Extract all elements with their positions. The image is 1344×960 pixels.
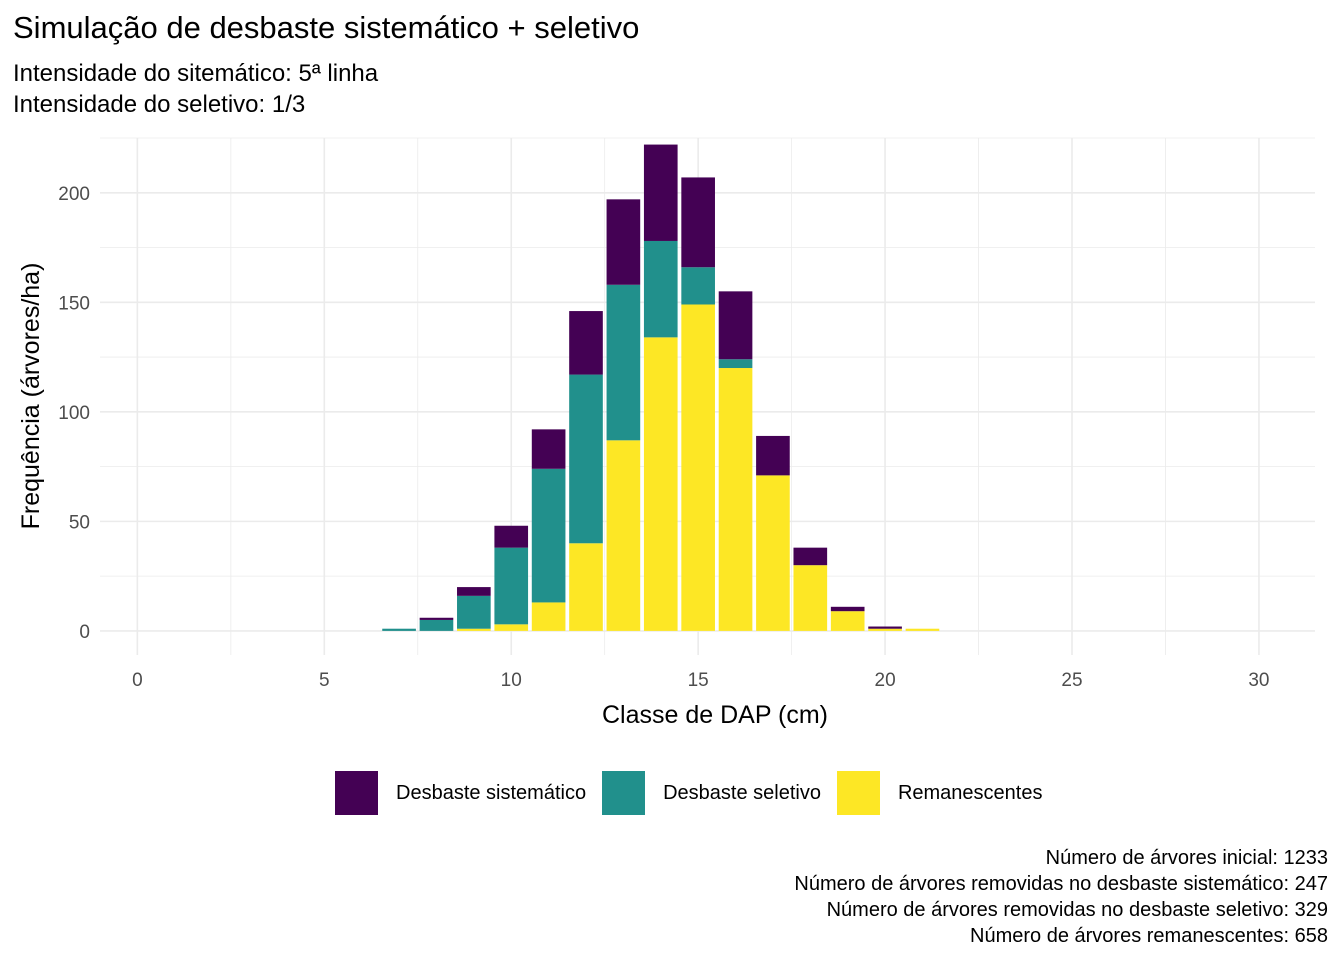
x-tick-label-0: 0 (132, 670, 143, 691)
bar-desbaste-sistematico-17 (756, 435, 790, 476)
x-tick-label-30: 30 (1248, 670, 1269, 691)
bar-desbaste-sistematico-13 (606, 199, 641, 285)
caption-selective-removed: Número de árvores removidas no desbaste … (826, 899, 1328, 921)
legend: Desbaste sistemático Desbaste seletivo R… (335, 771, 1058, 815)
caption: Número de árvores inicial: 1233 Número d… (794, 845, 1328, 949)
bar-desbaste-sistematico-12 (569, 311, 603, 375)
bars (382, 144, 940, 631)
bar-desbaste-sistematico-19 (830, 606, 865, 612)
bar-desbaste-seletivo-7 (382, 628, 416, 631)
bar-desbaste-seletivo-13 (606, 284, 641, 441)
legend-key-remaining (836, 771, 880, 815)
y-tick-label-150: 150 (58, 293, 90, 314)
chart-subtitle-selective: Intensidade do seletivo: 1/3 (13, 91, 306, 118)
legend-item-selective: Desbaste seletivo (602, 771, 837, 815)
caption-systematic-removed: Número de árvores removidas no desbaste … (794, 873, 1328, 895)
bar-desbaste-seletivo-15 (681, 267, 715, 305)
caption-remaining-trees: Número de árvores remanescentes: 658 (970, 925, 1328, 947)
bar-remanescentes-11 (531, 602, 566, 631)
bar-desbaste-sistematico-18 (793, 547, 828, 566)
bar-desbaste-seletivo-9 (457, 595, 491, 629)
bar-desbaste-seletivo-11 (531, 468, 566, 603)
bar-remanescentes-13 (606, 440, 641, 631)
y-axis-title: Frequência (árvores/ha) (17, 263, 45, 530)
chart-title: Simulação de desbaste sistemático + sele… (13, 10, 640, 45)
bar-desbaste-sistematico-16 (718, 291, 753, 360)
bar-desbaste-seletivo-12 (569, 374, 603, 544)
bar-remanescentes-14 (643, 337, 678, 631)
x-tick-label-15: 15 (688, 670, 709, 691)
bar-desbaste-sistematico-14 (643, 144, 678, 241)
y-tick-label-100: 100 (58, 403, 90, 424)
bar-remanescentes-10 (494, 624, 529, 631)
bar-desbaste-seletivo-10 (494, 547, 529, 625)
bar-desbaste-seletivo-14 (643, 240, 678, 338)
bar-desbaste-sistematico-8 (419, 617, 454, 620)
bar-desbaste-sistematico-10 (494, 525, 529, 548)
legend-label-systematic: Desbaste sistemático (396, 781, 587, 804)
x-tick-label-10: 10 (501, 670, 522, 691)
x-tick-label-20: 20 (875, 670, 896, 691)
legend-label-selective: Desbaste seletivo (663, 781, 821, 804)
y-tick-label-200: 200 (58, 184, 90, 205)
x-axis-ticks: 0 5 10 15 20 25 30 (132, 670, 1269, 691)
bar-desbaste-seletivo-16 (718, 359, 753, 369)
y-axis-ticks: 0 50 100 150 200 (58, 184, 90, 643)
legend-item-remaining: Remanescentes (836, 771, 1059, 815)
bar-remanescentes-12 (569, 543, 603, 631)
legend-key-selective (602, 771, 646, 815)
bar-desbaste-seletivo-8 (419, 619, 454, 631)
bar-desbaste-sistematico-9 (457, 587, 491, 596)
y-tick-label-0: 0 (79, 622, 90, 643)
bar-desbaste-sistematico-15 (681, 177, 715, 268)
bar-remanescentes-16 (718, 368, 753, 631)
x-tick-label-25: 25 (1061, 670, 1082, 691)
x-tick-label-5: 5 (319, 670, 330, 691)
bar-remanescentes-15 (681, 304, 715, 631)
bar-remanescentes-17 (756, 475, 790, 631)
bar-desbaste-sistematico-20 (868, 626, 902, 629)
bar-remanescentes-18 (793, 565, 828, 631)
y-tick-label-50: 50 (69, 512, 90, 533)
bar-remanescentes-20 (868, 628, 902, 631)
legend-item-systematic: Desbaste sistemático (335, 771, 602, 815)
legend-key-systematic (335, 771, 378, 815)
bar-remanescentes-9 (457, 628, 491, 631)
bar-desbaste-sistematico-11 (531, 429, 566, 469)
legend-label-remaining: Remanescentes (897, 781, 1043, 804)
caption-initial-trees: Número de árvores inicial: 1233 (1045, 847, 1328, 869)
bar-remanescentes-19 (830, 611, 865, 631)
bar-remanescentes-21 (905, 628, 940, 631)
chart-subtitle-systematic: Intensidade do sitemático: 5ª linha (13, 60, 379, 87)
x-axis-title: Classe de DAP (cm) (602, 701, 828, 729)
